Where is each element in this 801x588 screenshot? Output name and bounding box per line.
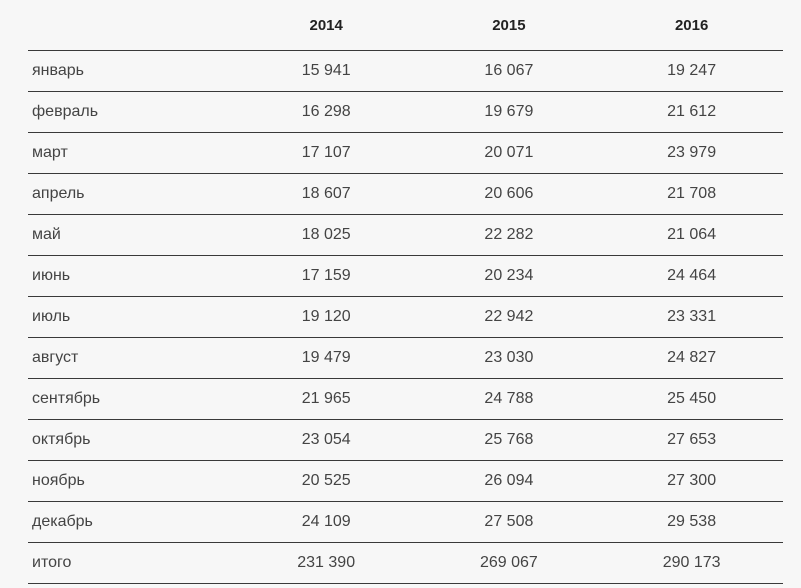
table-row: декабрь 24 109 27 508 29 538 (28, 501, 783, 543)
month-cell: ноябрь (28, 460, 235, 502)
month-cell: август (28, 337, 235, 379)
value-cell: 22 282 (417, 214, 601, 256)
value-cell: 21 612 (600, 91, 783, 133)
table-row: сентябрь 21 965 24 788 25 450 (28, 378, 783, 420)
value-cell: 15 941 (234, 50, 418, 92)
table-row: февраль 16 298 19 679 21 612 (28, 91, 783, 133)
value-cell: 29 538 (600, 501, 783, 543)
value-cell: 20 525 (234, 460, 418, 502)
header-row: 2014 2015 2016 (28, 0, 783, 51)
value-cell: 27 653 (600, 419, 783, 461)
value-cell: 24 109 (234, 501, 418, 543)
value-cell: 17 107 (234, 132, 418, 174)
value-cell: 25 450 (600, 378, 783, 420)
value-cell: 19 679 (417, 91, 601, 133)
month-cell: июль (28, 296, 235, 338)
month-cell: март (28, 132, 235, 174)
table-row: март 17 107 20 071 23 979 (28, 132, 783, 174)
header-year-2016: 2016 (600, 0, 783, 51)
value-cell: 20 234 (417, 255, 601, 297)
value-cell: 16 067 (417, 50, 601, 92)
monthly-data-table: 2014 2015 2016 январь 15 941 16 067 19 2… (28, 0, 783, 584)
value-cell: 17 159 (234, 255, 418, 297)
value-cell: 24 464 (600, 255, 783, 297)
table-row: июнь 17 159 20 234 24 464 (28, 255, 783, 297)
value-cell: 19 479 (234, 337, 418, 379)
value-cell: 21 064 (600, 214, 783, 256)
table-row: май 18 025 22 282 21 064 (28, 214, 783, 256)
total-value-cell: 269 067 (417, 542, 601, 584)
month-cell: июнь (28, 255, 235, 297)
value-cell: 19 120 (234, 296, 418, 338)
total-value-cell: 231 390 (234, 542, 418, 584)
month-cell: февраль (28, 91, 235, 133)
value-cell: 22 942 (417, 296, 601, 338)
total-label-cell: итого (28, 542, 235, 584)
month-cell: апрель (28, 173, 235, 215)
value-cell: 25 768 (417, 419, 601, 461)
table-body: январь 15 941 16 067 19 247 февраль 16 2… (28, 50, 783, 584)
value-cell: 24 788 (417, 378, 601, 420)
total-value-cell: 290 173 (600, 542, 783, 584)
value-cell: 23 331 (600, 296, 783, 338)
value-cell: 23 030 (417, 337, 601, 379)
value-cell: 23 054 (234, 419, 418, 461)
value-cell: 20 071 (417, 132, 601, 174)
table-row: июль 19 120 22 942 23 331 (28, 296, 783, 338)
month-cell: декабрь (28, 501, 235, 543)
table-row: октябрь 23 054 25 768 27 653 (28, 419, 783, 461)
value-cell: 26 094 (417, 460, 601, 502)
total-row: итого 231 390 269 067 290 173 (28, 542, 783, 584)
value-cell: 18 607 (234, 173, 418, 215)
month-cell: январь (28, 50, 235, 92)
value-cell: 27 508 (417, 501, 601, 543)
month-cell: сентябрь (28, 378, 235, 420)
header-year-2014: 2014 (234, 0, 418, 51)
value-cell: 24 827 (600, 337, 783, 379)
value-cell: 16 298 (234, 91, 418, 133)
value-cell: 18 025 (234, 214, 418, 256)
header-year-2015: 2015 (417, 0, 601, 51)
month-cell: октябрь (28, 419, 235, 461)
table-row: ноябрь 20 525 26 094 27 300 (28, 460, 783, 502)
value-cell: 21 965 (234, 378, 418, 420)
value-cell: 19 247 (600, 50, 783, 92)
data-table-container: 2014 2015 2016 январь 15 941 16 067 19 2… (28, 0, 783, 584)
value-cell: 23 979 (600, 132, 783, 174)
header-month (28, 0, 235, 51)
table-row: август 19 479 23 030 24 827 (28, 337, 783, 379)
table-row: январь 15 941 16 067 19 247 (28, 50, 783, 92)
value-cell: 21 708 (600, 173, 783, 215)
month-cell: май (28, 214, 235, 256)
value-cell: 20 606 (417, 173, 601, 215)
table-row: апрель 18 607 20 606 21 708 (28, 173, 783, 215)
value-cell: 27 300 (600, 460, 783, 502)
